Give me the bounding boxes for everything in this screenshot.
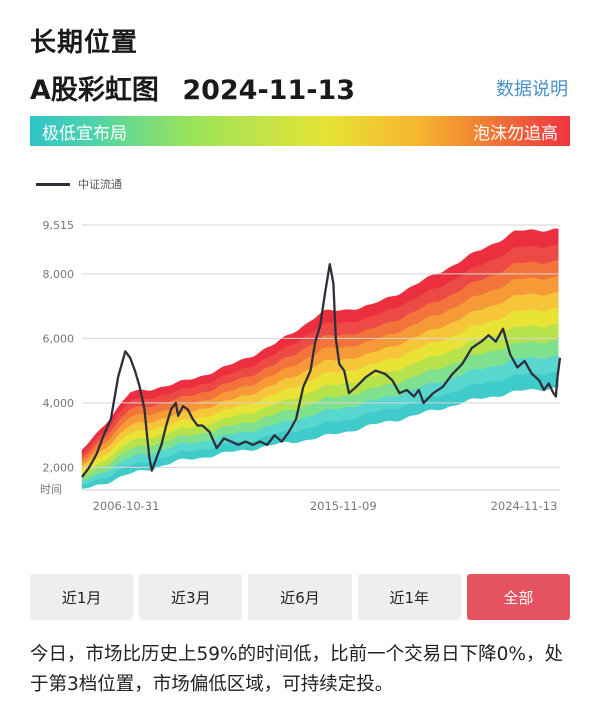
x-tick-label-0: 2006-10-31 xyxy=(93,499,160,513)
section-title: 长期位置 xyxy=(30,28,139,58)
range-tab-1[interactable]: 近3月 xyxy=(139,574,243,620)
x-axis-label: 时间 xyxy=(40,483,62,496)
chart-name: A股彩虹图 xyxy=(30,75,159,106)
range-tab-0[interactable]: 近1月 xyxy=(30,574,134,620)
scale-low-label: 极低宜布局 xyxy=(42,123,127,144)
rainbow-chart: 2,000 4,000 6,000 8,000 9,515 2006-10-31 2015-… xyxy=(40,219,562,513)
range-tab-2[interactable]: 近6月 xyxy=(248,574,352,620)
y-tick-label-0: 2,000 xyxy=(43,461,75,474)
y-tick-label-3: 8,000 xyxy=(43,268,75,281)
index-line-series xyxy=(81,263,562,478)
range-tab-4[interactable]: 全部 xyxy=(466,574,571,620)
data-explanation-link[interactable]: 数据说明 xyxy=(496,79,568,100)
market-summary: 今日，市场比历史上59%的时间低，比前一个交易日下降0%，处于第3档位置，市场偏… xyxy=(30,644,563,695)
x-tick-label-2: 2024-11-13 xyxy=(491,499,558,513)
rainbow-scale-bar: 极低宜布局 泡沫勿追高 xyxy=(30,116,570,146)
chart-date: 2024-11-13 xyxy=(182,75,356,106)
x-tick-label-1: 2015-11-09 xyxy=(310,499,377,513)
legend-swatch xyxy=(36,182,70,186)
rainbow-band-9 xyxy=(81,228,559,455)
legend-label: 中证流通 xyxy=(78,178,122,191)
scale-high-label: 泡沫勿追高 xyxy=(473,123,558,144)
y-tick-label-2: 6,000 xyxy=(43,332,75,345)
chart-legend: 中证流通 xyxy=(36,176,122,192)
chart-heading: A股彩虹图 2024-11-13 xyxy=(30,68,369,107)
range-tab-3[interactable]: 近1年 xyxy=(357,574,461,620)
y-tick-label-4: 9,515 xyxy=(43,219,75,232)
y-tick-label-1: 4,000 xyxy=(43,397,75,410)
range-tabs: 近1月 近3月 近6月 近1年 全部 xyxy=(30,574,571,620)
